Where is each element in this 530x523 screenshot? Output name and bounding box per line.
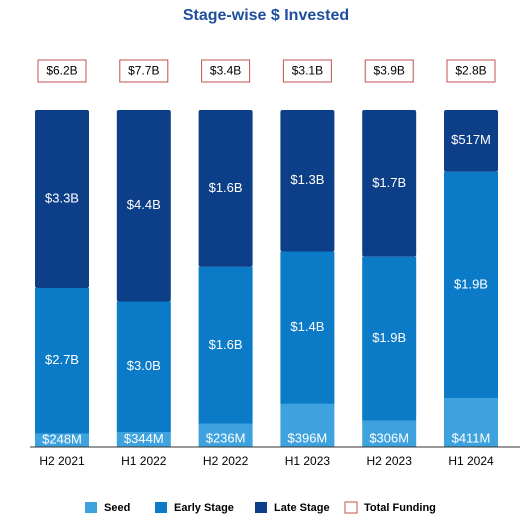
bar-segment — [35, 433, 89, 447]
data-label: $411M — [452, 430, 491, 445]
chart-title: Stage-wise $ Invested — [183, 7, 349, 24]
bar-segment — [362, 110, 417, 257]
bar-segment — [280, 403, 335, 447]
data-label: $1.9B — [454, 276, 488, 291]
legend-swatch — [344, 501, 358, 514]
total-label: $3.1B — [292, 64, 323, 78]
bar-segment — [280, 110, 335, 252]
legend-swatch — [85, 502, 97, 513]
data-label: $1.7B — [372, 175, 406, 190]
x-tick-label: H1 2023 — [285, 454, 331, 468]
bar-segment — [198, 266, 253, 424]
total-label: $6.2B — [46, 64, 77, 78]
total-box — [446, 59, 496, 83]
data-label: $3.3B — [45, 190, 79, 205]
bar-segment — [116, 432, 171, 447]
legend-label: Seed — [104, 502, 130, 514]
legend-swatch — [255, 502, 267, 513]
data-label: $344M — [124, 431, 164, 446]
bar-segment — [198, 423, 253, 447]
total-label: $7.7B — [128, 64, 159, 78]
bar-segment — [116, 110, 171, 302]
legend-swatch — [155, 502, 167, 513]
total-box — [364, 59, 414, 83]
bar-segment — [280, 251, 335, 404]
total-box — [282, 59, 332, 83]
total-box — [201, 59, 251, 83]
total-label: $2.8B — [455, 64, 486, 78]
x-tick-label: H2 2022 — [203, 454, 249, 468]
data-label: $236M — [206, 430, 246, 445]
data-label: $306M — [369, 430, 409, 445]
total-label: $3.4B — [210, 64, 241, 78]
data-label: $3.0B — [127, 358, 161, 373]
bar-segment — [362, 420, 417, 447]
total-box — [37, 59, 87, 83]
bar-segment — [444, 110, 498, 172]
x-tick-label: H2 2023 — [367, 454, 413, 468]
data-label: $1.3B — [290, 172, 324, 187]
data-label: $1.6B — [209, 337, 243, 352]
bar-segment — [35, 287, 89, 434]
data-label: $396M — [288, 430, 328, 445]
x-tick-label: H2 2021 — [39, 454, 85, 468]
bar-segment — [362, 256, 417, 421]
data-label: $248M — [42, 432, 82, 447]
total-label: $3.9B — [374, 64, 405, 78]
x-tick-label: H1 2024 — [448, 454, 494, 468]
bar-segment — [35, 110, 89, 288]
x-tick-label: H1 2022 — [121, 454, 167, 468]
bar-segment — [116, 301, 171, 433]
legend-label: Total Funding — [364, 502, 436, 514]
legend-label: Late Stage — [274, 502, 330, 514]
data-label: $1.4B — [290, 319, 324, 334]
bar-segment — [444, 398, 498, 447]
data-label: $1.6B — [209, 180, 243, 195]
bar-segment — [198, 110, 253, 267]
data-label: $2.7B — [45, 352, 79, 367]
data-label: $4.4B — [127, 197, 161, 212]
legend-label: Early Stage — [174, 502, 234, 514]
bar-segment — [444, 171, 498, 399]
total-box — [119, 59, 169, 83]
data-label: $1.9B — [372, 330, 406, 345]
data-label: $517M — [451, 132, 491, 147]
